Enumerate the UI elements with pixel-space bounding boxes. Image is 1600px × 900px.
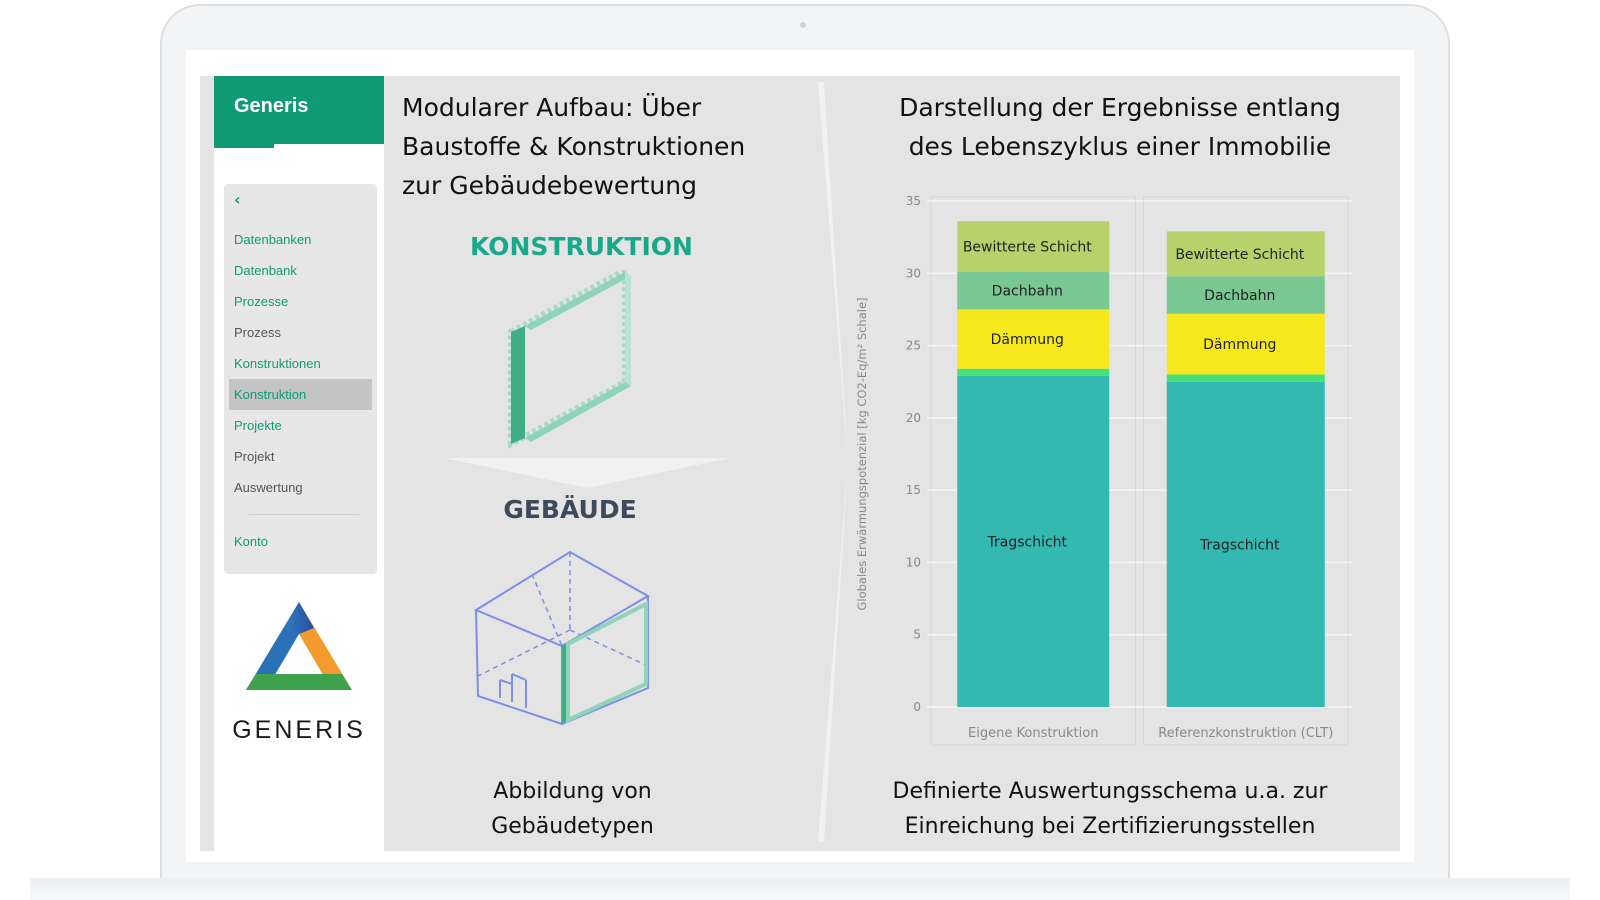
house-wireframe-icon <box>473 550 651 726</box>
y-tick-label: 20 <box>906 411 921 425</box>
caption-line: Einreichung bei Zertifizierungsstellen <box>904 814 1316 839</box>
bar-segment <box>1166 374 1325 382</box>
app-brand[interactable]: Generis <box>214 76 384 144</box>
category-frame <box>1143 196 1349 746</box>
category-frame <box>930 196 1136 746</box>
caption-line: Gebäudetypen <box>491 814 654 839</box>
konstruktion-label: KONSTRUKTION <box>470 232 693 261</box>
wall-construction-icon <box>508 270 631 450</box>
sidebar-item-auswertung[interactable]: Auswertung <box>234 480 303 495</box>
nav-panel: ‹ Datenbanken Datenbank Prozesse Prozess… <box>224 184 377 574</box>
y-tick-label: 25 <box>906 339 921 353</box>
module-title-line: Modularer Aufbau: Über <box>402 93 702 122</box>
y-tick-label: 30 <box>906 266 921 280</box>
camera-icon <box>800 22 806 28</box>
results-title-line: des Lebenszyklus einer Immobilie <box>908 132 1332 161</box>
sidebar-item-konto[interactable]: Konto <box>234 534 268 549</box>
module-title-line: zur Gebäudebewertung <box>402 171 697 200</box>
bar-segment-label: Dämmung <box>1203 337 1276 353</box>
generis-logo-text: GENERIS <box>232 716 366 744</box>
bar-segment <box>1166 276 1325 314</box>
y-tick-label: 35 <box>906 195 921 208</box>
brand-underline <box>214 144 274 148</box>
y-tick-label: 0 <box>913 700 921 714</box>
sidebar-item-datenbanken[interactable]: Datenbanken <box>234 232 312 247</box>
y-tick-label: 5 <box>913 628 921 642</box>
bar-segment-label: Bewitterte Schicht <box>963 240 1092 256</box>
bar-segment <box>1166 231 1325 277</box>
gwp-stacked-bar-chart: 0 5 10 15 20 25 30 35 Globales Erwärmungspotenzi… <box>855 195 1352 746</box>
sidebar-item-konstruktionen[interactable]: Konstruktionen <box>234 356 321 371</box>
results-title: Darstellung der Ergebnisse entlang des L… <box>880 88 1360 166</box>
bar-segment-label: Tragschicht <box>1199 537 1280 553</box>
y-axis-label: Globales Erwärmungspotenzial [kg CO2-Eq/… <box>855 297 869 610</box>
results-title-line: Darstellung der Ergebnisse entlang <box>899 93 1341 122</box>
y-tick-label: 10 <box>906 555 921 569</box>
caption-line: Abbildung von <box>493 779 652 804</box>
bar-segment-label: Dachbahn <box>992 284 1063 300</box>
sidebar-item-projekt[interactable]: Projekt <box>234 449 275 464</box>
module-title: Modularer Aufbau: Über Baustoffe & Konst… <box>402 88 802 205</box>
y-tick-label: 15 <box>906 483 921 497</box>
laptop-base <box>30 878 1570 900</box>
bar-segment-label: Tragschicht <box>986 534 1067 550</box>
bar-segment-label: Dachbahn <box>1204 288 1275 304</box>
app-sidebar: Generis ‹ Datenbanken Datenbank Prozesse… <box>214 76 384 851</box>
gebaeude-label: GEBÄUDE <box>503 495 637 524</box>
bar-segment <box>957 368 1110 376</box>
caption-line: Definierte Auswertungsschema u.a. zur <box>892 779 1328 804</box>
nav-list: Datenbanken Datenbank Prozesse Prozess K… <box>224 224 377 503</box>
bar-segment <box>1166 381 1325 707</box>
bar-segment <box>957 271 1110 310</box>
x-tick-label: Referenzkonstruktion (CLT) <box>1158 726 1333 741</box>
bar-segment <box>957 221 1110 272</box>
building-types-caption: Abbildung von Gebäudetypen <box>440 774 705 844</box>
bar-segment-label: Bewitterte Schicht <box>1175 247 1304 263</box>
arrow-down-icon <box>445 458 730 488</box>
sidebar-item-prozess[interactable]: Prozess <box>234 325 281 340</box>
sidebar-item-prozesse[interactable]: Prozesse <box>234 294 289 309</box>
evaluation-caption: Definierte Auswertungsschema u.a. zur Ei… <box>860 774 1360 844</box>
bar-segment <box>1166 313 1325 375</box>
bar-segment-label: Dämmung <box>991 332 1064 348</box>
nav-divider <box>249 514 359 515</box>
chevron-left-icon[interactable]: ‹ <box>234 190 241 209</box>
module-title-line: Baustoffe & Konstruktionen <box>402 132 746 161</box>
section-separator <box>818 82 848 842</box>
bar-segment <box>957 375 1110 707</box>
sidebar-item-konstruktion[interactable]: Konstruktion <box>229 379 372 410</box>
x-tick-label: Eigene Konstruktion <box>968 726 1098 741</box>
bar-segment <box>957 309 1110 369</box>
sidebar-item-datenbank[interactable]: Datenbank <box>234 263 297 278</box>
sidebar-item-projekte[interactable]: Projekte <box>234 418 282 433</box>
generis-logo-icon <box>246 602 352 690</box>
